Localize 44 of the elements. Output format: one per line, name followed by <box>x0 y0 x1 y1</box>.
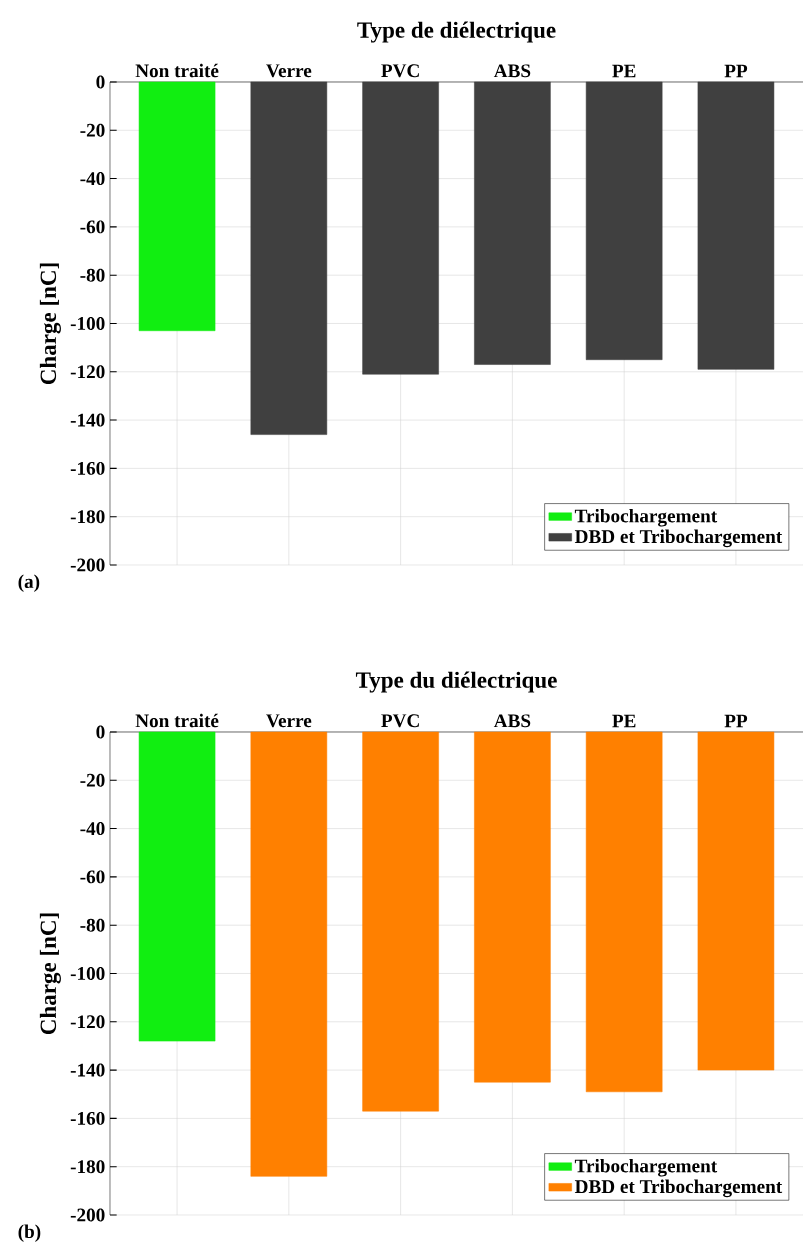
y-tick-label: -200 <box>70 558 105 572</box>
text: (b) <box>18 1224 41 1242</box>
y-tick-label: -180 <box>70 510 105 524</box>
y-tick-label: -40 <box>80 822 105 836</box>
y-axis-title: Charge [nC] <box>39 913 61 1035</box>
legend-label: Tribochargement <box>574 1158 718 1177</box>
y-tick-label: -120 <box>70 365 105 379</box>
chart-title: Type du diélectrique <box>355 671 557 693</box>
y-tick-label: 0 <box>96 75 105 89</box>
x-tick-label: Verre <box>266 714 312 728</box>
y-tick-label: -160 <box>70 1111 105 1125</box>
legend-label: Tribochargement <box>574 508 718 527</box>
y-tick-label: -140 <box>70 1063 105 1077</box>
y-axis-title: Charge [nC] <box>39 263 61 385</box>
y-tick-label: -20 <box>80 123 105 137</box>
y-tick-label: -80 <box>80 268 105 282</box>
x-tick-label: Verre <box>266 64 312 78</box>
y-tick-label: -40 <box>80 172 105 186</box>
y-tick-label: -60 <box>80 220 105 234</box>
y-tick-label: -200 <box>70 1208 105 1222</box>
x-tick-label: Non traité <box>135 713 219 728</box>
x-tick-label: PVC <box>381 64 419 78</box>
y-tick-label: -140 <box>70 413 105 427</box>
y-tick-label: -80 <box>80 918 105 932</box>
y-tick-label: 0 <box>96 725 105 739</box>
y-tick-label: -100 <box>70 317 105 330</box>
x-tick-label: ABS <box>493 64 531 78</box>
y-tick-label: -60 <box>80 870 105 884</box>
x-tick-label: PVC <box>381 714 419 728</box>
x-tick-label: PP <box>724 714 748 728</box>
text: (a) <box>18 574 40 592</box>
x-tick-label: Non traité <box>135 63 219 78</box>
chart-title: Type de diélectrique <box>357 21 556 43</box>
y-tick-label: -180 <box>70 1160 105 1174</box>
y-tick-label: -120 <box>70 1015 105 1029</box>
y-tick-label: -100 <box>70 967 105 980</box>
x-tick-label: PE <box>612 714 636 728</box>
x-tick-label: PP <box>724 64 748 78</box>
x-tick-label: PE <box>612 64 636 78</box>
x-tick-label: ABS <box>493 714 531 728</box>
legend-label: DBD et Tribochargement <box>574 1179 783 1198</box>
legend-label: DBD et Tribochargement <box>574 529 783 548</box>
y-tick-label: -20 <box>80 773 105 787</box>
y-tick-label: -160 <box>70 461 105 475</box>
